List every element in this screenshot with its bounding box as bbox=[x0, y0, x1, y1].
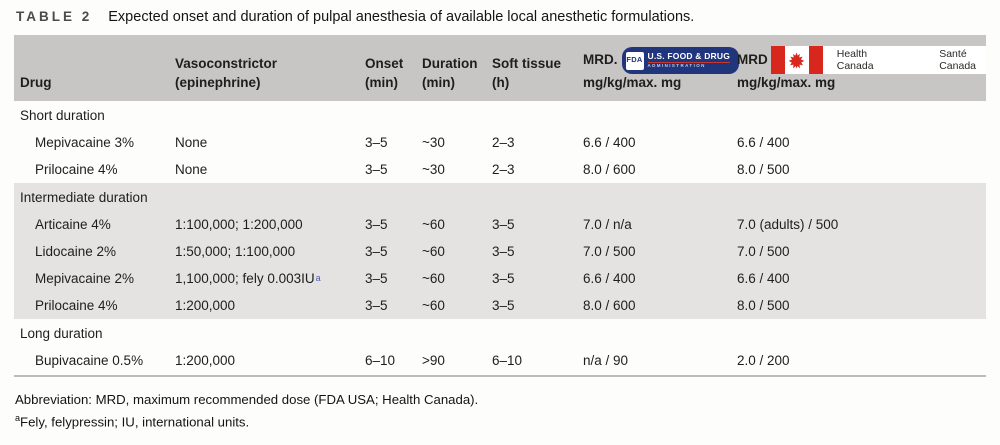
section-short-duration: Short duration Mepivacaine 3% None 3–5 ~… bbox=[14, 101, 986, 183]
cell-onset: 3–5 bbox=[365, 298, 388, 313]
cell-mrd-canada: 6.6 / 400 bbox=[737, 135, 790, 150]
fely-note: aFely, felypressin; IU, international un… bbox=[15, 412, 250, 430]
col-header-drug: Drug bbox=[20, 75, 52, 91]
cell-vasoconstrictor: None bbox=[175, 135, 208, 150]
cell-mrd-fda: n/a / 90 bbox=[583, 353, 629, 368]
table-header-row: Drug Vasoconstrictor (epinephrine) Onset… bbox=[14, 35, 986, 101]
cell-soft-tissue: 2–3 bbox=[492, 135, 515, 150]
table-row: Bupivacaine 0.5% 1:200,000 6–10 >90 6–10… bbox=[14, 347, 986, 374]
section-header: Intermediate duration bbox=[20, 189, 148, 205]
health-canada-logo: Health Canada Santé Canada bbox=[770, 46, 986, 75]
cell-onset: 3–5 bbox=[365, 135, 388, 150]
cell-drug: Mepivacaine 2% bbox=[35, 271, 135, 286]
col-header-soft-tissue: Soft tissue (h) bbox=[492, 56, 562, 91]
maple-leaf-icon bbox=[788, 52, 805, 69]
fda-logo: FDA U.S. FOOD & DRUG ADMINISTRATION bbox=[621, 47, 740, 75]
cell-duration: ~60 bbox=[422, 271, 445, 286]
health-canada-en: Health Canada bbox=[836, 47, 874, 73]
cell-mrd-fda: 6.6 / 400 bbox=[583, 135, 636, 150]
cell-mrd-canada: 7.0 (adults) / 500 bbox=[737, 217, 839, 232]
cell-soft-tissue: 3–5 bbox=[492, 271, 515, 286]
cell-vasoconstrictor: 1:50,000; 1:100,000 bbox=[175, 244, 296, 259]
health-canada-fr: Santé Canada bbox=[939, 47, 976, 73]
table-row: Mepivacaine 3% None 3–5 ~30 2–3 6.6 / 40… bbox=[14, 129, 986, 156]
cell-mrd-canada: 6.6 / 400 bbox=[737, 271, 790, 286]
cell-mrd-fda: 7.0 / n/a bbox=[583, 217, 632, 232]
cell-mrd-canada: 2.0 / 200 bbox=[737, 353, 790, 368]
cell-soft-tissue: 2–3 bbox=[492, 162, 515, 177]
cell-vasoconstrictor: 1:100,000; 1:200,000 bbox=[175, 217, 303, 232]
table-row: Prilocaine 4% 1:200,000 3–5 ~60 3–5 8.0 … bbox=[14, 292, 986, 319]
canada-flag-icon bbox=[770, 46, 823, 75]
cell-duration: ~60 bbox=[422, 298, 445, 313]
cell-mrd-canada: 8.0 / 500 bbox=[737, 162, 790, 177]
cell-soft-tissue: 6–10 bbox=[492, 353, 523, 368]
table-number-label: TABLE 2 bbox=[16, 9, 93, 24]
cell-vasoconstrictor: 1,100,000; fely 0.003IU a bbox=[175, 271, 321, 286]
col-header-onset: Onset (min) bbox=[365, 56, 404, 91]
cell-soft-tissue: 3–5 bbox=[492, 298, 515, 313]
cell-duration: ~60 bbox=[422, 217, 445, 232]
col-header-mrd-fda: MRD. FDA U.S. FOOD & DRUG ADMINISTRATION… bbox=[583, 35, 740, 101]
table-bottom-rule bbox=[14, 375, 986, 377]
cell-mrd-canada: 8.0 / 500 bbox=[737, 298, 790, 313]
cell-drug: Prilocaine 4% bbox=[35, 298, 118, 313]
footnote-marker: a bbox=[15, 412, 21, 423]
table-row: Lidocaine 2% 1:50,000; 1:100,000 3–5 ~60… bbox=[14, 238, 986, 265]
table-row: Mepivacaine 2% 1,100,000; fely 0.003IU a … bbox=[14, 265, 986, 292]
cell-drug: Prilocaine 4% bbox=[35, 162, 118, 177]
cell-drug: Lidocaine 2% bbox=[35, 244, 117, 259]
cell-mrd-fda: 8.0 / 600 bbox=[583, 162, 636, 177]
cell-soft-tissue: 3–5 bbox=[492, 217, 515, 232]
cell-drug: Bupivacaine 0.5% bbox=[35, 353, 144, 368]
cell-onset: 6–10 bbox=[365, 353, 396, 368]
table-caption-text: Expected onset and duration of pulpal an… bbox=[108, 9, 695, 25]
cell-mrd-fda: 6.6 / 400 bbox=[583, 271, 636, 286]
cell-drug: Mepivacaine 3% bbox=[35, 135, 135, 150]
cell-onset: 3–5 bbox=[365, 244, 388, 259]
abbreviation-note: Abbreviation: MRD, maximum recommended d… bbox=[15, 392, 479, 407]
cell-vasoconstrictor: None bbox=[175, 162, 208, 177]
cell-duration: >90 bbox=[422, 353, 445, 368]
cell-mrd-fda: 7.0 / 500 bbox=[583, 244, 636, 259]
table-row: Articaine 4% 1:100,000; 1:200,000 3–5 ~6… bbox=[14, 211, 986, 238]
cell-drug: Articaine 4% bbox=[35, 217, 111, 232]
cell-duration: ~30 bbox=[422, 162, 445, 177]
section-header: Long duration bbox=[20, 325, 103, 341]
cell-onset: 3–5 bbox=[365, 217, 388, 232]
anesthetics-table: Drug Vasoconstrictor (epinephrine) Onset… bbox=[14, 35, 986, 377]
cell-vasoconstrictor: 1:200,000 bbox=[175, 353, 236, 368]
table-footnotes: Abbreviation: MRD, maximum recommended d… bbox=[14, 389, 986, 433]
col-header-mrd-canada: MRD He bbox=[737, 35, 986, 101]
cell-duration: ~60 bbox=[422, 244, 445, 259]
cell-onset: 3–5 bbox=[365, 271, 388, 286]
section-intermediate-duration: Intermediate duration Articaine 4% 1:100… bbox=[14, 183, 986, 319]
section-header: Short duration bbox=[20, 107, 105, 123]
col-header-vasoconstrictor: Vasoconstrictor (epinephrine) bbox=[175, 56, 278, 91]
cell-duration: ~30 bbox=[422, 135, 445, 150]
cell-mrd-canada: 7.0 / 500 bbox=[737, 244, 790, 259]
cell-mrd-fda: 8.0 / 600 bbox=[583, 298, 636, 313]
fda-abbr-icon: FDA bbox=[625, 51, 644, 70]
cell-vasoconstrictor: 1:200,000 bbox=[175, 298, 236, 313]
cell-onset: 3–5 bbox=[365, 162, 388, 177]
col-header-duration: Duration (min) bbox=[422, 56, 478, 91]
table-row: Prilocaine 4% None 3–5 ~30 2–3 8.0 / 600… bbox=[14, 156, 986, 183]
table-caption: TABLE 2 Expected onset and duration of p… bbox=[14, 9, 986, 25]
section-long-duration: Long duration Bupivacaine 0.5% 1:200,000… bbox=[14, 319, 986, 374]
cell-soft-tissue: 3–5 bbox=[492, 244, 515, 259]
